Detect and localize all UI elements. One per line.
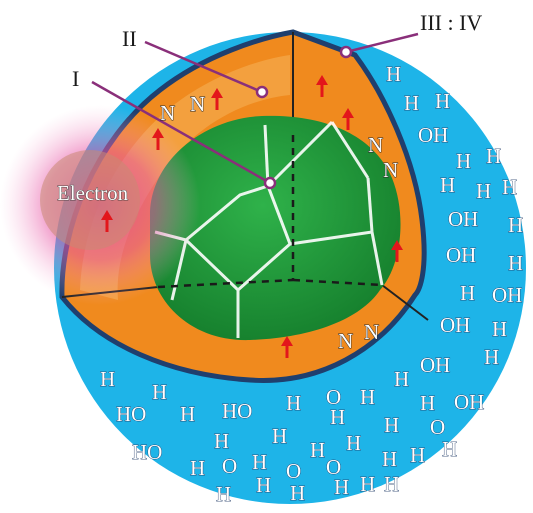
atom-hydrogen: H: [384, 413, 399, 437]
atom-nitrogen: N: [383, 158, 398, 182]
pointer-line-ii: [144, 40, 263, 94]
atom-hydrogen: H: [440, 173, 455, 197]
atom-hydrogen: H: [394, 367, 409, 391]
atom-hydrogen: H: [272, 424, 287, 448]
atom-hydroxyl: OH: [492, 283, 522, 307]
atom-nitrogen: N: [338, 329, 353, 353]
atom-hydrogen: H: [214, 429, 229, 453]
up-arrow-icon: [281, 336, 293, 358]
atom-hydrogen: H: [252, 450, 267, 474]
pointer-line-i: [91, 80, 271, 185]
atom-hydrogen: H: [420, 391, 435, 415]
atom-hydrogen: H: [435, 89, 450, 113]
atom-hydrogen: H: [256, 473, 271, 497]
atom-oxygen: O: [326, 455, 341, 479]
atom-hydrogen: H: [476, 179, 491, 203]
up-arrow-icon: [391, 240, 403, 262]
pointer-dot-icon: [255, 85, 269, 99]
atom-hydrogen: H: [290, 481, 305, 505]
atom-hydrogen: H: [404, 91, 419, 115]
atom-hydrogen: H: [502, 175, 517, 199]
up-arrow-icon: [152, 128, 164, 150]
atom-nitrogen: N: [368, 133, 383, 157]
atom-hydroxyl_reversed: HO: [222, 399, 252, 423]
pointers: [91, 32, 419, 185]
electron-label: Electron: [57, 181, 129, 205]
atom-hydrogen: H: [180, 402, 195, 426]
up-arrow-icon: [316, 75, 328, 97]
atom-hydrogen: H: [360, 385, 375, 409]
pointer-dot-icon: [339, 45, 353, 59]
arrows-group: [101, 75, 403, 358]
atom-hydrogen: H: [486, 144, 501, 168]
up-arrow-icon: [342, 108, 354, 130]
atom-oxygen: O: [430, 415, 445, 439]
atom-hydroxyl_reversed: HO: [116, 402, 146, 426]
atom-hydroxyl: OH: [446, 243, 476, 267]
atom-nitrogen: N: [364, 320, 379, 344]
up-arrow-icon: [101, 210, 113, 232]
atom-hydroxyl: OH: [418, 123, 448, 147]
atom-hydrogen: H: [152, 380, 167, 404]
atom-hydrogen: H: [484, 345, 499, 369]
pointer-line-iii-iv: [345, 32, 419, 54]
atom-hydrogen: H: [410, 443, 425, 467]
atom-oxygen: O: [326, 385, 341, 409]
atom-hydrogen: H: [384, 472, 399, 496]
atom-nitrogen: N: [160, 101, 175, 125]
pointer-dot-icon: [263, 176, 277, 190]
atom-hydrogen: H: [330, 405, 345, 429]
atom-hydrogen: H: [334, 475, 349, 499]
hidden-edges: [157, 135, 383, 289]
atom-hydrogen: H: [286, 391, 301, 415]
atom-hydroxyl_reversed: HO: [132, 440, 162, 464]
atom-oxygen: O: [222, 454, 237, 478]
atom-hydrogen: H: [508, 251, 523, 275]
atom-nitrogen: N: [190, 92, 205, 116]
atom-hydrogen: H: [346, 431, 361, 455]
label-iii-iv: III : IV: [420, 10, 482, 35]
cut-line-right: [381, 284, 429, 321]
atom-hydrogen: H: [216, 482, 231, 506]
atom-hydrogen: H: [460, 281, 475, 305]
up-arrow-icon: [211, 88, 223, 110]
atom-hydrogen: H: [508, 213, 523, 237]
atom-hydrogen: H: [386, 62, 401, 86]
atom-hydrogen: H: [100, 367, 115, 391]
atom-hydroxyl: OH: [420, 353, 450, 377]
atom-hydroxyl: OH: [454, 390, 484, 414]
atom-oxygen: O: [286, 459, 301, 483]
atom-hydroxyl: OH: [440, 313, 470, 337]
electron-core: [40, 150, 140, 250]
atom-hydrogen: H: [456, 149, 471, 173]
atom-hydrogen: H: [382, 447, 397, 471]
atom-hydrogen: H: [360, 472, 375, 496]
atom-hydroxyl: OH: [448, 207, 478, 231]
label-ii: II: [122, 26, 137, 51]
atom-hydrogen: H: [190, 456, 205, 480]
atom-hydrogen: H: [442, 437, 457, 461]
atom-hydrogen: H: [310, 438, 325, 462]
atom-hydrogen: H: [492, 317, 507, 341]
label-i: I: [72, 66, 79, 91]
